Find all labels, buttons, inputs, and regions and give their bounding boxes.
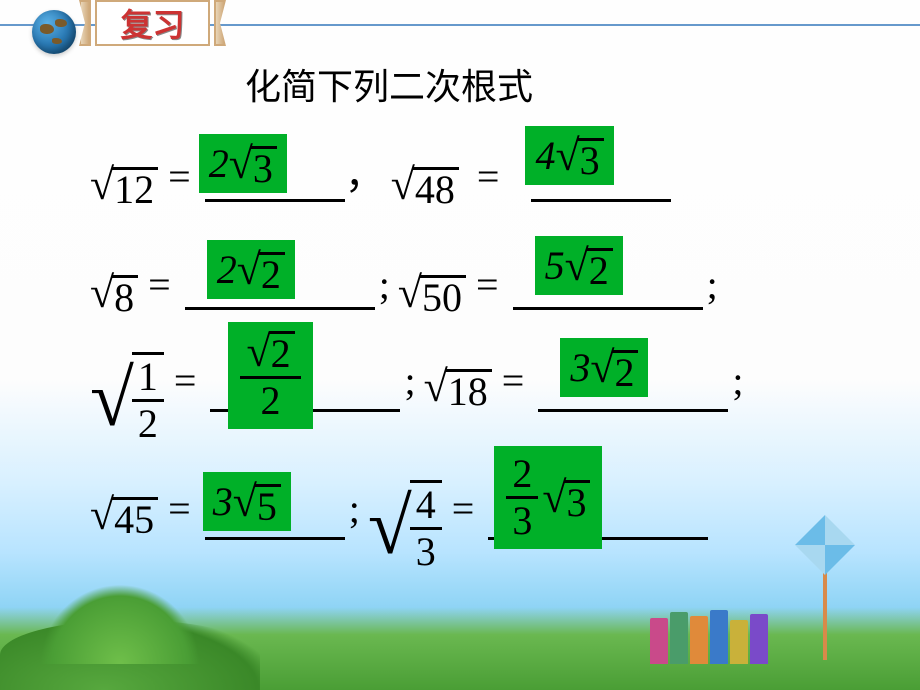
review-badge: 复习 (95, 0, 210, 46)
separator: ; (732, 357, 743, 404)
answer-4b: 23 √3 (494, 446, 602, 549)
equation-row-3: √ 12 = √22 ; √18 = 3√2 ; (90, 326, 850, 446)
equals: = (168, 485, 191, 532)
sqrt-half: √ 12 (90, 352, 164, 446)
sqrt-8: √8 (90, 267, 138, 318)
answer-3a: √22 (228, 322, 312, 429)
separator: ; (349, 485, 360, 532)
separator: ; (707, 261, 718, 308)
sqrt-4-3: √ 43 (368, 480, 442, 574)
separator: ; (379, 261, 390, 308)
globe-icon (32, 10, 76, 54)
answer-1a: 2√3 (199, 134, 287, 193)
answer-2a: 2√2 (207, 240, 295, 299)
answer-3b: 3√2 (560, 338, 648, 397)
books-decoration (650, 610, 770, 664)
equals: = (148, 261, 171, 308)
math-area: √12 = 2√3 ， √48 = 4√3 √8 = 2√2 (90, 110, 850, 582)
equation-row-2: √8 = 2√2 ; √50 = 5√2 ; (90, 218, 850, 318)
pinwheel-decoration (780, 510, 870, 660)
blank-2a: 2√2 (185, 256, 375, 310)
answer-2b: 5√2 (535, 236, 623, 295)
blank-1b: 4√3 (531, 148, 671, 202)
sqrt-48: √48 (391, 159, 459, 210)
blank-1a: 2√3 (205, 148, 345, 202)
separator: ; (404, 357, 415, 404)
equation-row-4: √45 = 3√5 ; √ 43 = 23 √3 (90, 454, 850, 574)
blank-4b: 23 √3 (488, 486, 708, 540)
answer-1b: 4√3 (525, 126, 613, 185)
page-title: 化简下列二次根式 (245, 58, 533, 110)
equals: = (476, 261, 499, 308)
separator: ， (345, 142, 385, 200)
equals: = (477, 153, 500, 200)
blank-3b: 3√2 (538, 358, 728, 412)
equals: = (502, 357, 525, 404)
equals: = (174, 357, 197, 404)
equals: = (452, 485, 475, 532)
badge-text: 复习 (120, 0, 184, 46)
sqrt-12: √12 (90, 159, 158, 210)
blank-4a: 3√5 (205, 486, 345, 540)
blank-2b: 5√2 (513, 256, 703, 310)
blank-3a: √22 (210, 358, 400, 412)
answer-4a: 3√5 (203, 472, 291, 531)
slide: 复习 化简下列二次根式 √12 = 2√3 ， √48 = 4√3 √8 = (0, 0, 920, 690)
equation-row-1: √12 = 2√3 ， √48 = 4√3 (90, 110, 850, 210)
sqrt-50: √50 (398, 267, 466, 318)
sqrt-45: √45 (90, 489, 158, 540)
sqrt-18: √18 (424, 361, 492, 412)
equals: = (168, 153, 191, 200)
hill-decoration (40, 584, 200, 664)
